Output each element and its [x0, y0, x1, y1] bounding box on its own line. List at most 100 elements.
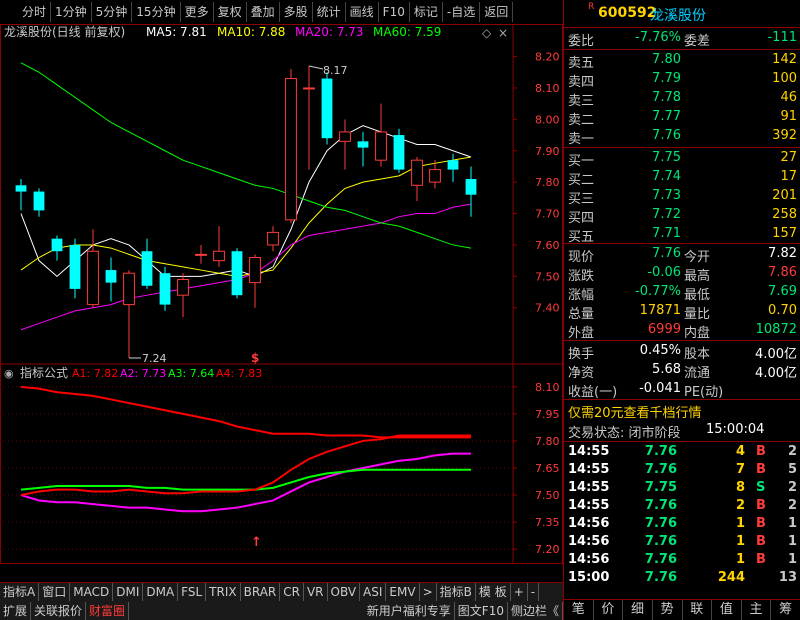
a4-line: [20, 434, 471, 497]
ma20-line: [20, 203, 472, 331]
share-stat-row: 净资 5.68 流通 4.00亿: [564, 361, 800, 381]
tick-time: 14:56: [568, 516, 610, 531]
tick-price: 7.76: [644, 516, 677, 531]
stat-value: 4.00亿: [755, 347, 797, 362]
panel-nav-6[interactable]: 主: [742, 600, 772, 620]
tick-count: 2: [787, 480, 797, 495]
indicator-tab-14[interactable]: 指标B: [437, 583, 476, 601]
tick-row: 14:56 7.76 1 B 1: [564, 515, 800, 534]
sell-order-volume: 100: [772, 71, 797, 86]
indicator-tab-4[interactable]: DMA: [143, 583, 179, 601]
promo-row[interactable]: 仅需20元查看千档行情: [564, 401, 800, 421]
ma10-line: [20, 156, 472, 277]
tab-extend[interactable]: 扩展: [0, 601, 32, 620]
indicator-tab-11[interactable]: ASI: [360, 583, 387, 601]
candle-body: [339, 131, 351, 142]
ma60-legend: MA60: 7.59: [373, 25, 441, 39]
panel-nav-4[interactable]: 联: [683, 600, 713, 620]
stat-value: 7.82: [768, 246, 797, 261]
toolbar-item-5[interactable]: 复权: [214, 2, 247, 22]
stat-label: 股本: [684, 347, 711, 362]
indicator-tab-5[interactable]: FSL: [178, 583, 207, 601]
tick-row: 14:56 7.76 1 B 1: [564, 533, 800, 552]
tick-price: 7.76: [644, 444, 677, 459]
tick-volume: 1: [735, 516, 745, 531]
tick-time: 14:55: [568, 498, 610, 513]
a2-line: [20, 452, 471, 513]
indicator-tab-13[interactable]: >: [420, 583, 437, 601]
y-tick-label: 7.60: [535, 239, 560, 252]
indicator-tab-17[interactable]: -: [528, 583, 540, 601]
indicator-tab-12[interactable]: EMV: [386, 583, 420, 601]
indicator-tab-7[interactable]: BRAR: [241, 583, 281, 601]
divider: [564, 27, 800, 28]
toolbar-item-10[interactable]: F10: [379, 2, 410, 22]
close-icon[interactable]: ×: [498, 26, 508, 40]
toolbar-item-9[interactable]: 画线: [346, 2, 379, 22]
toolbar-item-6[interactable]: 叠加: [247, 2, 280, 22]
sell-order-price: 7.78: [652, 90, 681, 105]
tick-side: B: [756, 534, 766, 549]
indicator-tab-9[interactable]: VR: [304, 583, 328, 601]
toolbar-item-3[interactable]: 15分钟: [132, 2, 181, 22]
tab-wealth-circle[interactable]: 财富圈: [86, 601, 130, 620]
buy-order-volume: 27: [780, 150, 797, 165]
panel-bottom-nav: 笔价细势联值主筹: [564, 600, 800, 620]
indicator-title: 指标公式: [20, 365, 68, 380]
indicator-tab-8[interactable]: CR: [280, 583, 304, 601]
indicator-y-tick-label: 7.95: [535, 408, 560, 421]
tick-row: 15:00 7.76 244 13: [564, 569, 800, 588]
toolbar-item-8[interactable]: 统计: [313, 2, 346, 22]
toolbar-item-11[interactable]: 标记: [410, 2, 443, 22]
toolbar-item-4[interactable]: 更多: [181, 2, 214, 22]
divider: [564, 147, 800, 148]
tab-sidebar[interactable]: 侧边栏《: [508, 601, 563, 620]
tick-volume: 8: [735, 480, 745, 495]
tick-price: 7.76: [644, 534, 677, 549]
y-tick-label: 7.40: [535, 302, 560, 315]
toolbar-item-13[interactable]: 返回: [480, 2, 514, 22]
sell-order-price: 7.77: [652, 109, 681, 124]
sell-order-volume: 46: [780, 90, 797, 105]
sell-order-label: 卖一: [568, 132, 595, 147]
indicator-tab-1[interactable]: 窗口: [39, 583, 71, 601]
panel-nav-7[interactable]: 筹: [771, 600, 800, 620]
promo-text[interactable]: 仅需20元查看千档行情: [568, 406, 702, 421]
buy-order-row: 买四 7.72 258: [564, 206, 800, 226]
toolbar-item-2[interactable]: 5分钟: [92, 2, 133, 22]
indicator-tab-3[interactable]: DMI: [113, 583, 144, 601]
indicator-tab-2[interactable]: MACD: [70, 583, 114, 601]
stat-value: 7.86: [768, 265, 797, 280]
panel-nav-5[interactable]: 值: [712, 600, 742, 620]
panel-nav-1[interactable]: 价: [594, 600, 624, 620]
tab-related-quotes[interactable]: 关联报价: [31, 601, 87, 620]
indicator-tab-6[interactable]: TRIX: [206, 583, 241, 601]
indicator-tab-16[interactable]: +: [511, 583, 528, 601]
tick-side: B: [756, 552, 766, 567]
indicator-tab-15[interactable]: 模 板: [476, 583, 511, 601]
indicator-toggle-icon[interactable]: ◉: [4, 367, 14, 380]
panel-nav-2[interactable]: 细: [623, 600, 653, 620]
indicator-y-tick-label: 8.10: [535, 381, 560, 394]
panel-nav-0[interactable]: 笔: [564, 600, 594, 620]
buy-order-price: 7.71: [652, 226, 681, 241]
buy-order-row: 买一 7.75 27: [564, 149, 800, 169]
indicator-y-tick-label: 7.35: [535, 516, 560, 529]
toolbar-item-7[interactable]: 多股: [280, 2, 313, 22]
toolbar-item-12[interactable]: -自选: [443, 2, 481, 22]
sell-order-price: 7.76: [652, 128, 681, 143]
indicator-tab-0[interactable]: 指标A: [0, 583, 40, 601]
indicator-tab-10[interactable]: OBV: [328, 583, 361, 601]
tick-price: 7.76: [644, 552, 677, 567]
tick-row: 14:55 7.76 7 B 5: [564, 461, 800, 480]
panel-nav-3[interactable]: 势: [653, 600, 683, 620]
ma60-line: [20, 62, 472, 249]
stat-value: 0.45%: [639, 343, 681, 358]
high-marker-label: 8.17: [323, 64, 348, 77]
toolbar-item-1[interactable]: 1分钟: [51, 2, 92, 22]
tab-new-user-benefit[interactable]: 新用户福利专享: [364, 601, 455, 620]
diamond-icon[interactable]: ◇: [482, 26, 492, 40]
stat-label: 现价: [568, 250, 595, 265]
toolbar-item-0[interactable]: 分时: [0, 2, 52, 22]
tab-f10[interactable]: 图文F10: [455, 601, 508, 620]
